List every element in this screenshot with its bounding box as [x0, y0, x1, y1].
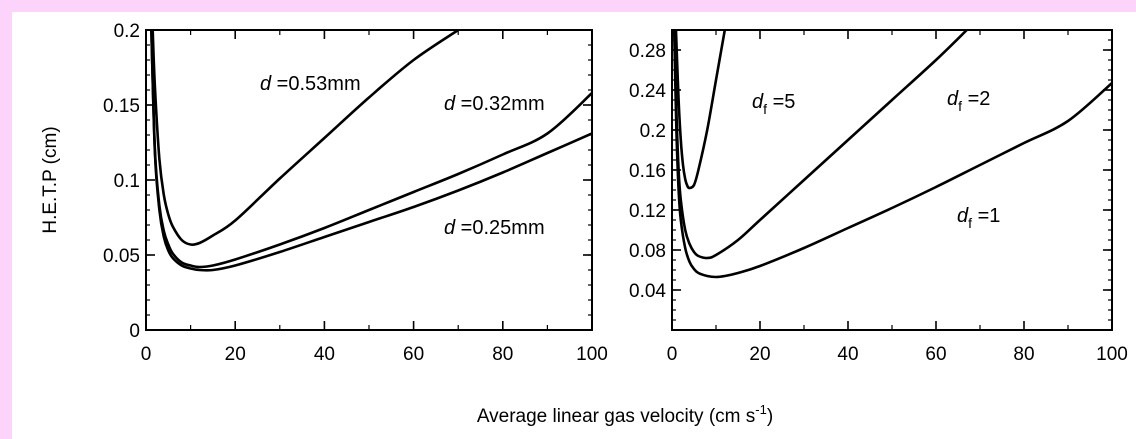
left-y-tick-label: 0.05	[103, 246, 140, 267]
right-y-tick-label: 0.24	[629, 81, 666, 102]
left-x-tick-label: 80	[492, 344, 513, 365]
left-x-tick-label: 40	[314, 344, 335, 365]
shared-x-axis-title: Average linear gas velocity (cm s-1)	[477, 402, 773, 427]
right-plot-frame	[671, 29, 1113, 331]
right-y-tick-label: 0.2	[640, 121, 666, 142]
left-annotations: d =0.53mm d =0.32mm d =0.25mm	[260, 73, 545, 239]
left-x-tick-label: 100	[576, 344, 608, 365]
left-x-tick-label: 20	[225, 344, 246, 365]
right-series-label-2: df =1	[957, 205, 1000, 231]
x-axis-title-end: )	[767, 406, 773, 427]
left-y-axis-title: H.E.T.P (cm)	[40, 126, 61, 233]
left-axis-ticks: 0 0.05 0.1 0.15 0.2 0 20 40 60 80 100	[103, 21, 608, 365]
left-curves	[150, 30, 592, 272]
left-y-tick-label: 0.2	[114, 21, 140, 42]
right-y-tick-label: 0.16	[629, 161, 666, 182]
left-series-label-0: d =0.53mm	[260, 73, 361, 95]
left-y-tick-label: 0.1	[114, 171, 140, 192]
right-series-line-0	[674, 30, 727, 190]
left-x-tick-label: 0	[141, 344, 152, 365]
chart-svg: H.E.T.P (cm) 0 0.05 0.1 0.15 0.2 0 20 40 60 80 100…	[40, 21, 1128, 427]
left-y-tick-label: 0.15	[103, 96, 140, 117]
right-axis-ticks: 0.04 0.08 0.12 0.16 0.2 0.24 0.28 0 20 40 60 80 100	[629, 29, 1128, 365]
right-y-tick-label: 0.28	[629, 41, 666, 62]
left-series-line-0	[151, 30, 459, 246]
left-x-tick-label: 60	[403, 344, 424, 365]
right-x-tick-label: 40	[837, 344, 858, 365]
right-series-line-2	[672, 30, 1112, 279]
right-curves	[672, 30, 1112, 279]
figure: H.E.T.P (cm) 0 0.05 0.1 0.15 0.2 0 20 40 60 80 100…	[12, 12, 1136, 439]
right-x-tick-label: 0	[667, 344, 678, 365]
right-x-tick-label: 80	[1013, 344, 1034, 365]
left-series-label-2: d =0.25mm	[444, 217, 545, 239]
left-y-tick-label: 0	[129, 321, 140, 342]
plot-left-hetp-vs-velocity-by-diameter: H.E.T.P (cm) 0 0.05 0.1 0.15 0.2 0 20 40 60 80 100…	[40, 21, 608, 365]
right-series-label-0: df =5	[752, 91, 795, 117]
left-series-line-2	[150, 30, 592, 272]
right-x-tick-label: 20	[749, 344, 770, 365]
right-x-tick-label: 60	[925, 344, 946, 365]
plot-right-hetp-vs-velocity-by-film: 0.040.080.120.160.20.240.280 20 40 60 80 100 …	[629, 29, 1128, 365]
right-x-tick-label: 100	[1096, 344, 1128, 365]
left-series-label-1: d =0.32mm	[444, 93, 545, 115]
x-axis-title-superscript: -1	[755, 402, 767, 417]
right-series-label-1: df =2	[947, 88, 990, 114]
right-annotations: df =5 df =2 df =1	[752, 88, 1000, 231]
right-y-tick-label: 0.08	[629, 241, 666, 262]
x-axis-title-main: Average linear gas velocity (cm s	[477, 406, 755, 427]
right-y-tick-label: 0.12	[629, 201, 666, 222]
right-y-tick-label: 0.04	[629, 281, 666, 302]
left-plot-frame	[145, 29, 593, 331]
